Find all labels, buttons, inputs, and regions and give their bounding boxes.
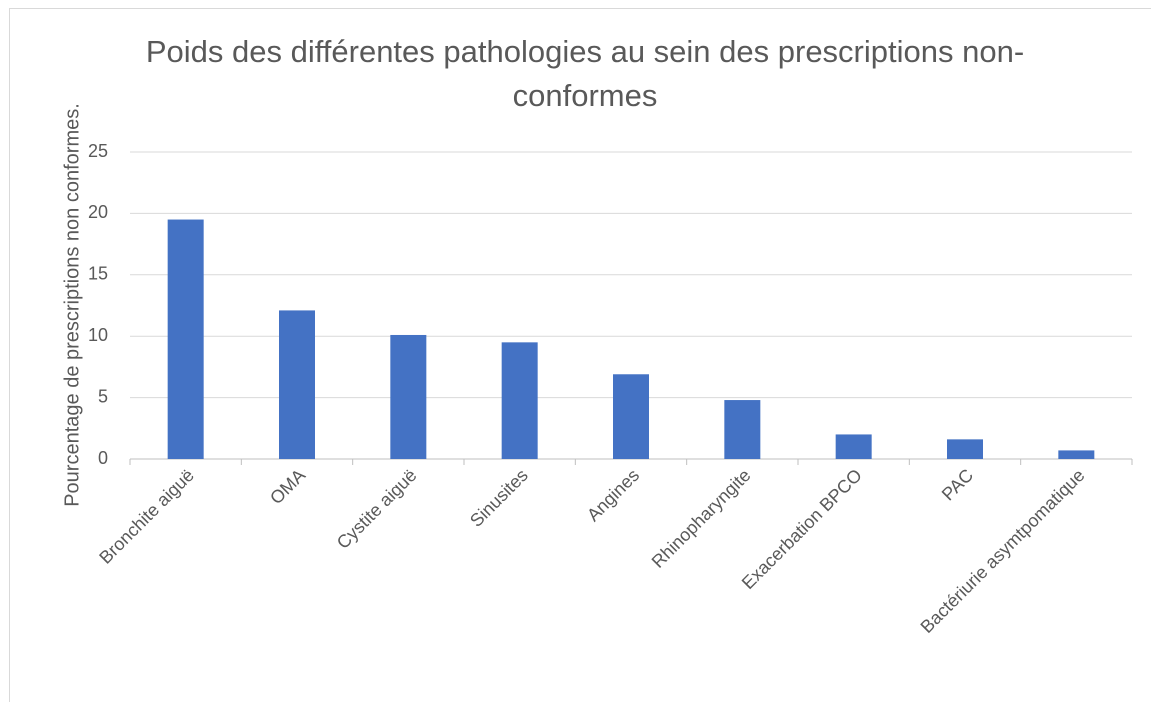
chart-border (9, 8, 1151, 702)
x-tick-label: Cystite aiguë (333, 465, 421, 553)
x-tick-label: Angines (583, 465, 643, 525)
bar (501, 342, 538, 459)
bar (279, 310, 315, 459)
bar (390, 334, 427, 459)
bar (835, 434, 872, 459)
x-tick-label: PAC (938, 465, 977, 504)
y-axis-label: Pourcentage de prescriptions non conform… (61, 103, 83, 507)
y-tick-label: 15 (88, 264, 108, 284)
bar (167, 219, 204, 459)
y-tick-label: 25 (88, 141, 108, 161)
bar (613, 374, 649, 459)
bar (947, 439, 983, 459)
x-tick-label: Rhinopharyngite (648, 465, 755, 572)
x-tick-label: Exacerbation BPCO (738, 465, 866, 593)
x-tick-label: Bronchite aiguë (95, 465, 198, 568)
y-tick-label: 10 (88, 325, 108, 345)
chart-title: Poids des différentes pathologies au sei… (145, 34, 1025, 113)
y-tick-label: 0 (98, 448, 108, 468)
bar (1058, 450, 1095, 459)
y-tick-label: 20 (88, 202, 108, 222)
x-tick-label: Sinusites (466, 465, 532, 531)
y-tick-label: 5 (98, 386, 108, 406)
x-tick-label: OMA (266, 465, 309, 508)
bar (724, 400, 761, 459)
